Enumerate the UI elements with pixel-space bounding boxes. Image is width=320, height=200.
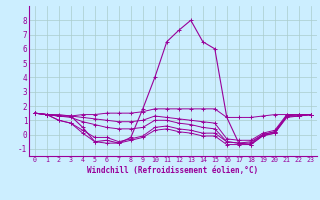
X-axis label: Windchill (Refroidissement éolien,°C): Windchill (Refroidissement éolien,°C) <box>87 166 258 175</box>
